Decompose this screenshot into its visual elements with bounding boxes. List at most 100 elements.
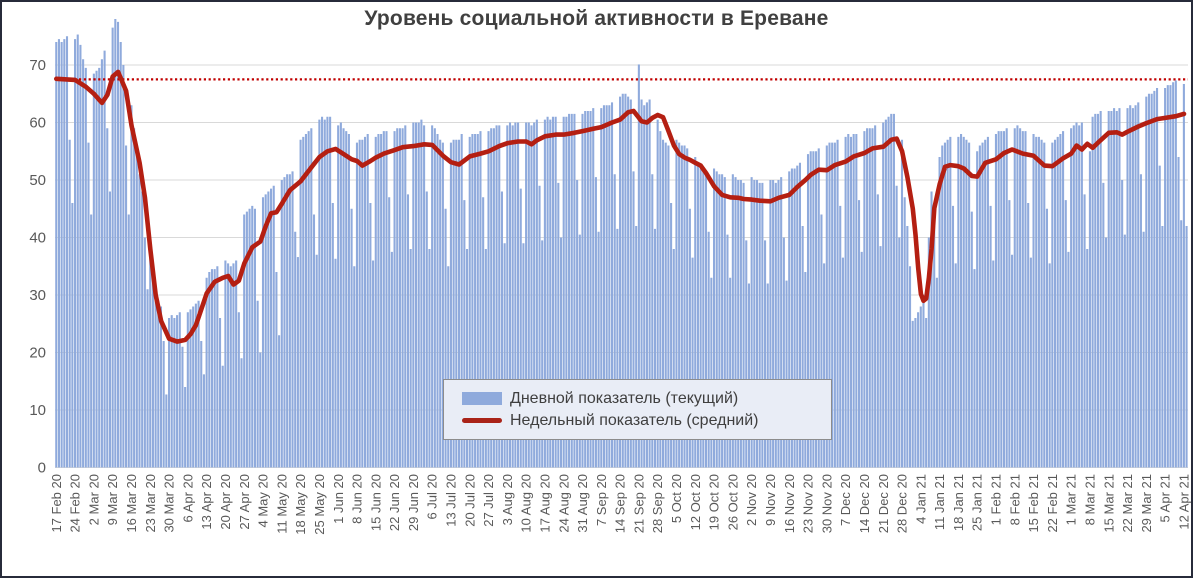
daily-bar: [755, 180, 759, 468]
daily-bar: [1182, 83, 1185, 468]
daily-bar: [914, 318, 917, 468]
daily-bar: [707, 231, 710, 468]
daily-bar: [323, 119, 326, 468]
daily-bar: [992, 260, 995, 468]
daily-bar: [170, 315, 173, 468]
daily-bar: [570, 113, 573, 468]
daily-bar: [1008, 200, 1011, 468]
daily-bar: [713, 168, 716, 468]
line-series-swatch: [462, 418, 502, 423]
daily-bar: [847, 134, 850, 468]
daily-bar: [806, 154, 810, 468]
daily-bar: [933, 226, 936, 468]
daily-bar: [253, 208, 256, 468]
daily-bar: [503, 243, 506, 468]
daily-bar: [1118, 108, 1121, 468]
x-tick-label: 15 Mar 21: [1101, 474, 1116, 533]
daily-bar: [594, 177, 597, 468]
daily-bar: [661, 139, 665, 468]
x-tick-label: 26 Oct 20: [725, 474, 740, 530]
daily-bar: [973, 269, 976, 468]
daily-bar: [363, 136, 367, 468]
daily-bar: [433, 128, 436, 468]
daily-bar: [495, 125, 498, 468]
x-tick-label: 31 Aug 20: [575, 474, 590, 533]
daily-bar: [1011, 254, 1014, 468]
daily-bar: [839, 205, 842, 468]
daily-bar: [1180, 220, 1183, 468]
daily-bar: [645, 102, 648, 468]
daily-bar: [941, 145, 944, 468]
daily-bar: [130, 105, 133, 468]
daily-bar: [133, 128, 136, 468]
daily-bar: [1096, 113, 1100, 468]
x-tick-label: 11 Jan 21: [932, 474, 947, 530]
x-tick-label: 12 Oct 20: [688, 474, 703, 530]
daily-bar: [957, 136, 960, 468]
daily-bar: [280, 180, 283, 468]
daily-bar: [968, 142, 971, 468]
daily-bar: [1005, 128, 1008, 468]
daily-bar: [976, 151, 979, 468]
daily-bar: [887, 116, 890, 468]
daily-bar: [890, 113, 893, 468]
daily-bar: [1131, 108, 1134, 468]
daily-bar: [801, 226, 804, 468]
daily-bar: [167, 318, 171, 468]
daily-bar: [994, 134, 997, 468]
daily-bar: [146, 289, 149, 468]
x-tick-label: 9 Mar 20: [105, 474, 120, 525]
daily-bar: [876, 194, 879, 468]
daily-bar: [841, 257, 844, 468]
daily-bar: [283, 177, 286, 468]
daily-bar: [986, 136, 989, 468]
x-tick-label: 17 Feb 20: [49, 474, 64, 533]
daily-bar: [543, 119, 546, 468]
x-tick-label: 21 Dec 20: [876, 474, 891, 533]
x-tick-label: 6 Apr 20: [180, 474, 195, 522]
daily-bar: [1129, 105, 1132, 468]
daily-bar: [444, 208, 447, 468]
weekly-average-line: [54, 69, 1187, 344]
daily-bar: [398, 128, 401, 468]
daily-bar: [55, 42, 58, 468]
x-tick-label: 14 Dec 20: [857, 474, 872, 533]
daily-bar: [589, 111, 592, 468]
daily-bar: [251, 205, 254, 468]
daily-bar: [997, 131, 1000, 468]
daily-bar: [310, 128, 313, 468]
daily-bar: [1027, 203, 1030, 468]
daily-bar: [1043, 142, 1046, 468]
x-tick-label: 22 Jun 20: [387, 474, 402, 531]
daily-bar: [925, 318, 928, 468]
daily-bar: [866, 128, 869, 468]
daily-bar: [1091, 116, 1094, 468]
daily-bar: [465, 249, 469, 468]
daily-bar: [452, 139, 455, 468]
daily-bar: [686, 148, 689, 468]
daily-bar: [264, 194, 267, 468]
daily-bar: [1032, 134, 1035, 468]
daily-bar: [307, 131, 310, 468]
daily-bar: [761, 182, 764, 468]
daily-bar: [111, 27, 114, 468]
daily-bar: [670, 203, 673, 468]
daily-bar: [173, 318, 176, 468]
daily-bar: [753, 180, 756, 468]
daily-bar: [74, 39, 77, 468]
daily-bar: [235, 260, 238, 468]
daily-bar: [278, 335, 281, 468]
daily-bar: [613, 174, 616, 468]
daily-bar: [820, 214, 823, 468]
daily-bar: [723, 177, 726, 468]
x-tick-label: 24 Feb 20: [68, 474, 83, 533]
daily-bar: [194, 303, 197, 468]
daily-bar: [350, 208, 353, 468]
daily-bar: [823, 263, 826, 468]
daily-bar: [315, 254, 318, 468]
daily-bar: [299, 139, 302, 468]
daily-bar: [739, 180, 742, 468]
legend-item-weekly: Недельный показатель (средний): [462, 412, 831, 430]
daily-bar: [1016, 125, 1019, 468]
daily-bar: [906, 226, 909, 468]
